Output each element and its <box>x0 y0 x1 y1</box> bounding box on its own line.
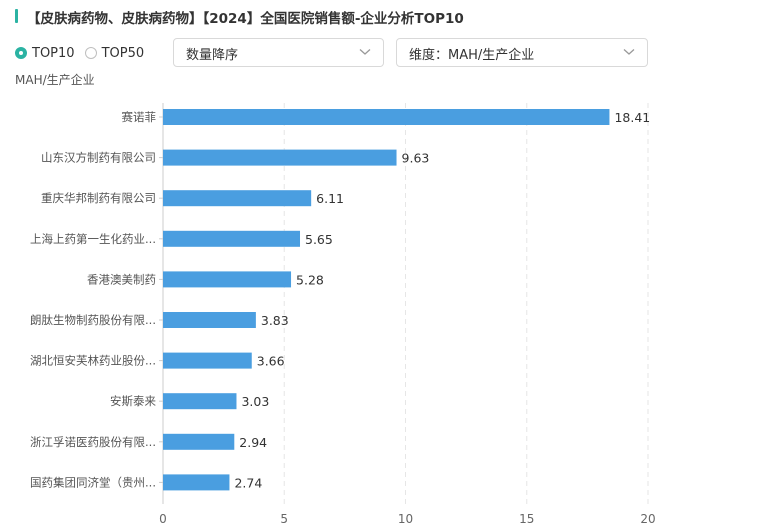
value-label: 6.11 <box>316 191 344 206</box>
bar <box>163 312 256 328</box>
bar <box>163 474 230 491</box>
category-label: 湖北恒安芙林药业股份... <box>30 354 156 368</box>
radio-top50[interactable]: TOP50 <box>84 45 145 61</box>
radio-unchecked-icon <box>84 47 97 59</box>
category-label: 国药集团同济堂（贵州... <box>30 475 156 489</box>
value-label: 5.65 <box>305 232 333 247</box>
value-label: 2.94 <box>239 435 267 450</box>
bar <box>163 109 610 125</box>
chevron-down-icon <box>623 49 635 55</box>
value-label: 3.03 <box>241 394 269 409</box>
sort-select-value: 数量降序 <box>186 48 239 63</box>
value-label: 2.74 <box>234 475 262 490</box>
x-tick-label: 10 <box>398 512 413 526</box>
category-label: 山东汉方制药有限公司 <box>41 151 156 165</box>
bar <box>163 190 312 207</box>
category-label: 赛诺菲 <box>122 110 157 124</box>
bar-chart: 0 5 10 15 20 赛诺菲 18.41 山东汉方制药有限公司 9.63 重庆华邦制药有限公司… <box>30 103 656 526</box>
category-label: 重庆华邦制药有限公司 <box>41 191 156 205</box>
x-tick-label: 5 <box>280 512 288 526</box>
bar <box>163 352 252 369</box>
value-label: 3.83 <box>261 313 289 328</box>
sort-select[interactable]: 数量降序 <box>173 38 384 67</box>
radio-top10[interactable]: TOP10 <box>15 46 75 61</box>
bar <box>163 271 292 288</box>
bar <box>163 230 301 247</box>
radio-top10-label: TOP10 <box>32 45 75 61</box>
bar <box>163 433 235 450</box>
value-label: 9.63 <box>402 151 430 166</box>
category-label: 香港澳美制药 <box>87 272 156 286</box>
x-tick-label: 15 <box>519 512 534 526</box>
top-n-radio-group: TOP10 TOP50 <box>15 42 144 64</box>
title-bar: 【皮肤病药物、皮肤病药物】【2024】全国医院销售额-企业分析TOP10 <box>0 0 759 32</box>
radio-top50-label: TOP50 <box>101 45 145 61</box>
category-label: 安斯泰来 <box>110 394 156 408</box>
bar <box>163 149 397 166</box>
title-accent-bar <box>15 9 18 23</box>
category-label: 朗肽生物制药股份有限... <box>30 313 156 327</box>
dimension-select[interactable]: 维度：MAH/生产企业 <box>396 38 648 67</box>
page-title: 【皮肤病药物、皮肤病药物】【2024】全国医院销售额-企业分析TOP10 <box>27 11 464 27</box>
value-label: 5.28 <box>296 272 324 287</box>
x-tick-label: 20 <box>640 512 655 526</box>
value-label: 18.41 <box>614 110 650 125</box>
radio-checked-icon <box>15 47 27 59</box>
x-tick-label: 0 <box>159 512 167 526</box>
category-label: 浙江孚诺医药股份有限... <box>30 435 156 449</box>
value-label: 3.66 <box>257 354 285 369</box>
dimension-select-value: 维度：MAH/生产企业 <box>409 48 535 63</box>
y-axis-title: MAH/生产企业 <box>15 73 95 87</box>
chevron-down-icon <box>359 49 371 55</box>
category-label: 上海上药第一生化药业... <box>30 232 156 246</box>
bar <box>163 393 237 410</box>
